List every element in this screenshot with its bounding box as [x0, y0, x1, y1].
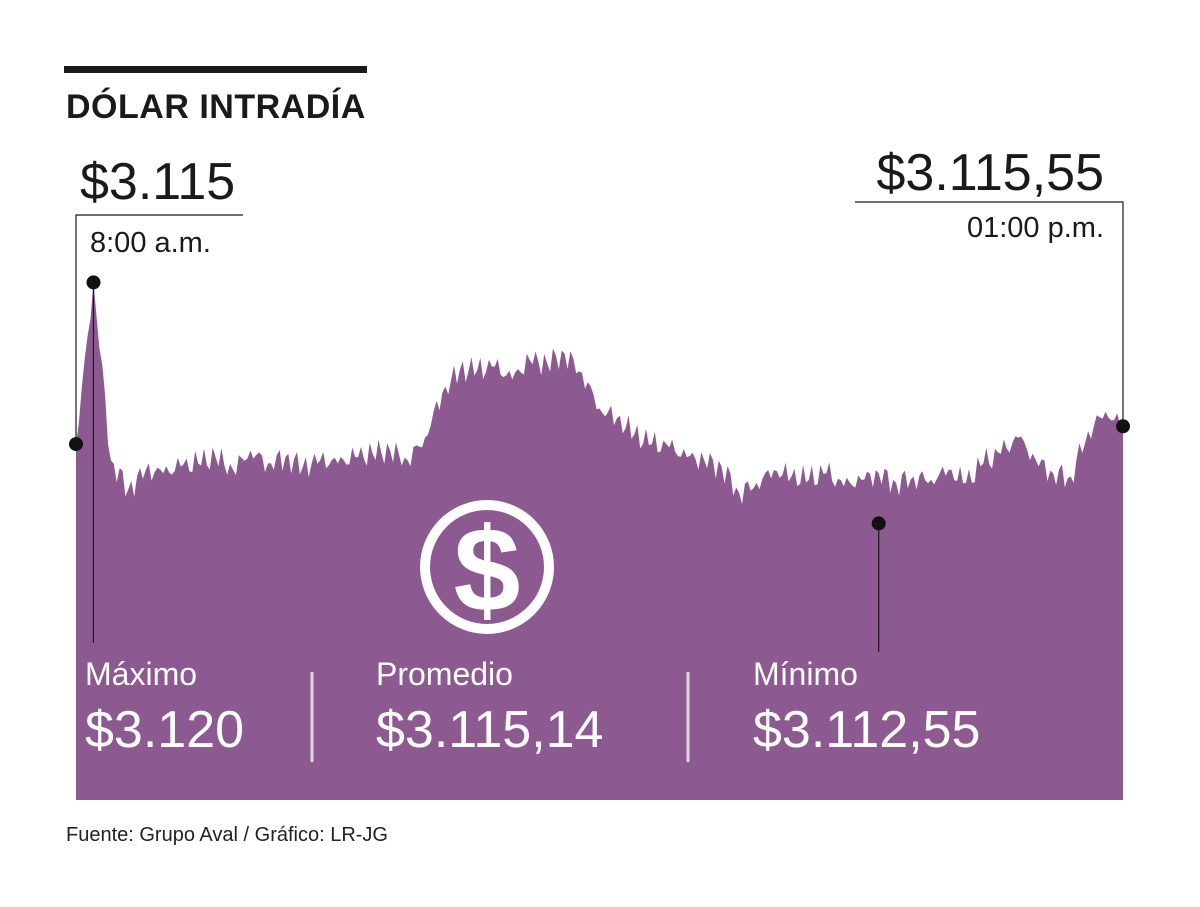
stat-avg-label: Promedio: [376, 656, 513, 692]
point-max: [86, 275, 101, 290]
stat-max-label: Máximo: [85, 656, 198, 692]
open-time: 8:00 a.m.: [90, 227, 211, 259]
point-close: [1116, 419, 1130, 434]
dollar-coin-icon: $: [420, 500, 554, 637]
point-open: [69, 437, 83, 452]
stat-max-value: $3.120: [85, 701, 245, 759]
open-value: $3.115: [80, 153, 236, 211]
page-title: DÓLAR INTRADÍA: [66, 88, 366, 126]
svg-text:$: $: [454, 503, 521, 637]
point-min: [871, 516, 886, 531]
close-leader: [855, 201, 1124, 427]
price-area: [76, 282, 1123, 800]
close-time: 01:00 p.m.: [966, 212, 1104, 244]
close-value: $3.115,55: [876, 144, 1104, 202]
header-rule: [64, 66, 367, 73]
stat-min-label: Mínimo: [753, 656, 858, 692]
stat-min-value: $3.112,55: [753, 701, 981, 759]
source-note: Fuente: Grupo Aval / Gráfico: LR-JG: [66, 824, 388, 846]
stat-avg-value: $3.115,14: [376, 701, 604, 759]
open-leader: [75, 214, 243, 445]
